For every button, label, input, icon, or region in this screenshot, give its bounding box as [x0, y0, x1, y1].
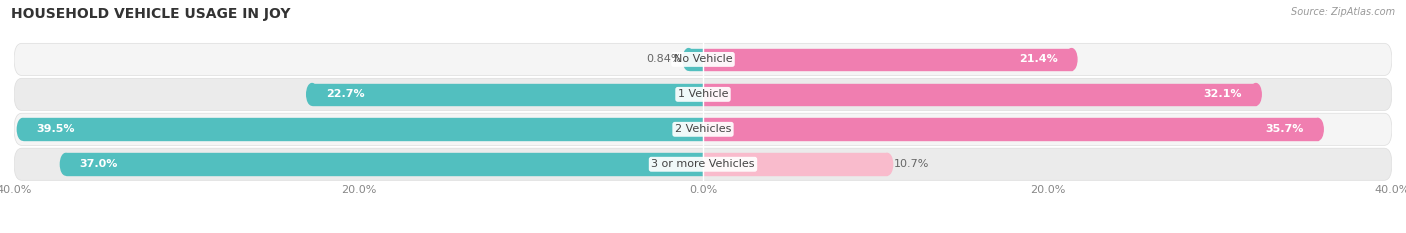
- FancyBboxPatch shape: [14, 148, 1392, 180]
- Bar: [703, 49, 1071, 70]
- Legend: Owner-occupied, Renter-occupied: Owner-occupied, Renter-occupied: [581, 230, 825, 233]
- Circle shape: [307, 84, 318, 105]
- Circle shape: [1313, 118, 1323, 140]
- Text: 2 Vehicles: 2 Vehicles: [675, 124, 731, 134]
- Bar: [22, 118, 703, 140]
- FancyBboxPatch shape: [14, 43, 1392, 75]
- Circle shape: [60, 154, 72, 175]
- Text: 39.5%: 39.5%: [37, 124, 75, 134]
- Text: 3 or more Vehicles: 3 or more Vehicles: [651, 159, 755, 169]
- Text: 22.7%: 22.7%: [326, 89, 364, 99]
- Text: 0.84%: 0.84%: [647, 55, 682, 64]
- Text: No Vehicle: No Vehicle: [673, 55, 733, 64]
- Circle shape: [17, 118, 28, 140]
- Text: 21.4%: 21.4%: [1019, 55, 1057, 64]
- Circle shape: [1250, 84, 1261, 105]
- Circle shape: [882, 154, 893, 175]
- Bar: [689, 49, 703, 70]
- Circle shape: [683, 49, 695, 70]
- Bar: [66, 154, 703, 175]
- Text: 37.0%: 37.0%: [80, 159, 118, 169]
- Bar: [703, 84, 1256, 105]
- Text: 35.7%: 35.7%: [1265, 124, 1305, 134]
- Text: 1 Vehicle: 1 Vehicle: [678, 89, 728, 99]
- Text: 10.7%: 10.7%: [894, 159, 929, 169]
- Text: Source: ZipAtlas.com: Source: ZipAtlas.com: [1291, 7, 1395, 17]
- FancyBboxPatch shape: [14, 113, 1392, 145]
- FancyBboxPatch shape: [14, 78, 1392, 110]
- Bar: [312, 84, 703, 105]
- Text: 32.1%: 32.1%: [1204, 89, 1241, 99]
- Bar: [703, 154, 887, 175]
- Circle shape: [1066, 49, 1077, 70]
- Bar: [703, 118, 1317, 140]
- Text: HOUSEHOLD VEHICLE USAGE IN JOY: HOUSEHOLD VEHICLE USAGE IN JOY: [11, 7, 291, 21]
